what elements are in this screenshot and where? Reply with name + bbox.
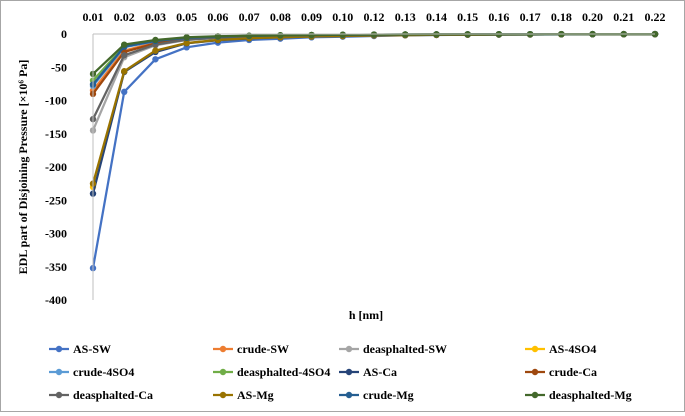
series-line (91, 33, 655, 194)
y-tick-label: -250 (45, 193, 67, 207)
legend-swatch-marker (345, 368, 353, 376)
y-tick-label: 0 (61, 27, 67, 41)
axes (92, 33, 655, 300)
legend-swatch-marker (55, 368, 63, 376)
legend-item: deasphalted-SW (339, 342, 447, 356)
x-tick-label: 0.10 (332, 10, 353, 24)
legend-label: deasphalted-4SO4 (237, 365, 330, 379)
y-tick-label: -200 (45, 160, 67, 174)
data-point (121, 68, 128, 75)
legend-item: crude-Mg (339, 388, 414, 402)
legend-swatch-marker (345, 345, 353, 353)
legend-label: crude-Mg (363, 388, 414, 402)
y-tick-label: -400 (45, 293, 67, 307)
legend-item: deasphalted-4SO4 (213, 365, 330, 379)
x-tick-label: 0.14 (426, 10, 447, 24)
x-tick-labels: 0.01 0.02 0.03 0.05 0.06 0.07 0.08 0.09 0.10 0.12… (83, 10, 666, 24)
legend-swatch-marker (531, 368, 539, 376)
x-tick-label: 0.08 (270, 10, 291, 24)
x-tick-label: 0.12 (364, 10, 385, 24)
data-point (277, 31, 284, 39)
data-point (308, 31, 315, 39)
series-AS-SW (89, 30, 659, 272)
legend-label: AS-Mg (237, 388, 274, 402)
data-point (183, 34, 190, 41)
y-tick-label: -50 (51, 60, 67, 74)
x-axis-label: h [nm] (349, 308, 383, 322)
series-AS-Ca (89, 30, 659, 197)
x-tick-label: 0.01 (83, 10, 104, 24)
legend-label: deasphalted-SW (363, 342, 447, 356)
legend-item: deasphalted-Mg (525, 388, 632, 402)
series-AS-Mg (89, 30, 659, 187)
legend-label: crude-4SO4 (73, 365, 134, 379)
x-tick-label: 0.15 (457, 10, 478, 24)
series-line (91, 33, 655, 184)
data-point (121, 41, 128, 48)
x-tick-label: 0.07 (239, 10, 260, 24)
x-tick-label: 0.22 (645, 10, 666, 24)
y-tick-label: -300 (45, 227, 67, 241)
legend-label: crude-SW (237, 342, 289, 356)
data-point (121, 88, 128, 96)
series-line (91, 32, 656, 131)
legend-swatch-marker (55, 391, 63, 399)
x-tick-label: 0.16 (488, 10, 509, 24)
legend-swatch-marker (219, 345, 227, 353)
data-point (214, 33, 222, 40)
legend: AS-SW crude-SW deasphalted-SW AS-4SO4 crude-… (49, 342, 632, 402)
legend-label: AS-Ca (363, 365, 397, 379)
data-point (183, 39, 190, 47)
data-point (152, 36, 159, 44)
x-tick-label: 0.03 (145, 10, 166, 24)
x-tick-label: 0.13 (395, 10, 416, 24)
y-tick-label: -350 (45, 260, 67, 274)
legend-swatch-marker (531, 345, 539, 353)
x-tick-label: 0.20 (582, 10, 603, 24)
x-tick-label: 0.05 (176, 10, 197, 24)
data-point (245, 32, 253, 39)
legend-swatch-marker (219, 368, 227, 376)
legend-label: deasphalted-Ca (73, 388, 153, 402)
data-point (121, 52, 128, 59)
legend-swatch-marker (531, 391, 539, 399)
legend-item: AS-Ca (339, 365, 397, 379)
x-tick-label: 0.17 (520, 10, 541, 24)
x-tick-label: 0.21 (613, 10, 634, 24)
series-deasphalted-Ca (89, 30, 659, 123)
legend-item: AS-SW (49, 342, 111, 356)
legend-label: deasphalted-Mg (549, 388, 632, 402)
x-tick-label: 0.02 (114, 10, 135, 24)
y-axis-label: EDL part of Disjoining Pressure [×10⁶ Pa… (16, 60, 30, 275)
legend-swatch-marker (55, 345, 63, 353)
legend-label: AS-SW (73, 342, 111, 356)
data-point (339, 31, 346, 38)
y-tick-label: -150 (45, 127, 67, 141)
legend-swatch-marker (345, 391, 353, 399)
series-line (92, 32, 655, 95)
legend-item: AS-Mg (213, 388, 274, 402)
legend-item: crude-SW (213, 342, 289, 356)
x-tick-label: 0.06 (207, 10, 228, 24)
series-AS-4SO4 (89, 30, 659, 191)
legend-item: crude-4SO4 (49, 365, 134, 379)
series-lines (89, 30, 659, 272)
series-line (91, 33, 656, 269)
data-point (370, 31, 378, 38)
legend-swatch-marker (219, 391, 227, 399)
legend-item: deasphalted-Ca (49, 388, 153, 402)
series-line (91, 33, 655, 188)
data-point (152, 47, 159, 54)
legend-item: crude-Ca (525, 365, 597, 379)
legend-item: AS-4SO4 (525, 342, 596, 356)
x-tick-label: 0.09 (301, 10, 322, 24)
legend-label: crude-Ca (549, 365, 597, 379)
data-point (152, 56, 159, 63)
x-tick-label: 0.18 (551, 10, 572, 24)
legend-label: AS-4SO4 (549, 342, 596, 356)
y-tick-label: -100 (45, 94, 67, 108)
y-tick-labels: 0 -50 -100 -150 -200 -250 -300 -350 -400 (45, 27, 67, 307)
